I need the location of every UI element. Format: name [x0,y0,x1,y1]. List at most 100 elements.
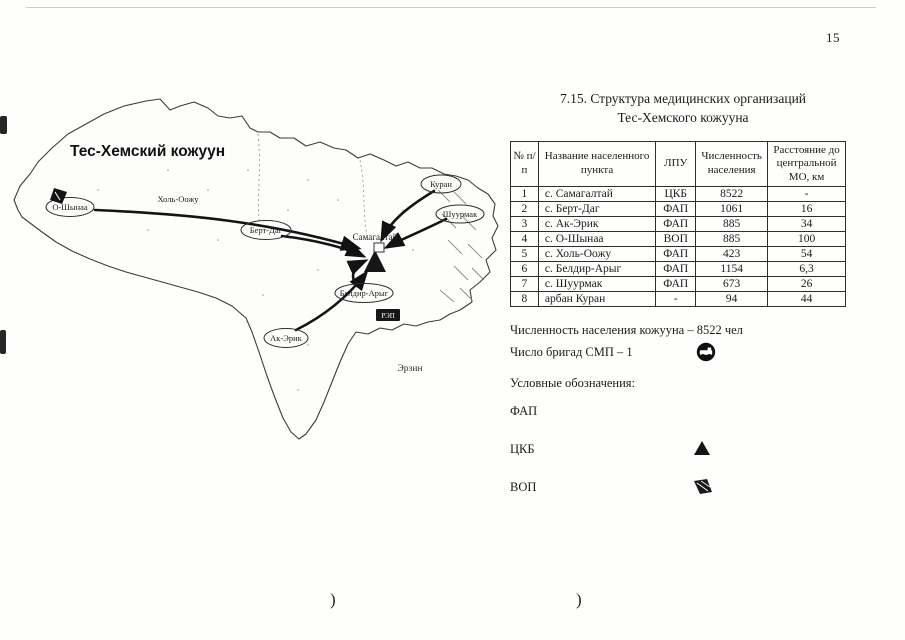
brigades-note-text: Число бригад СМП – 1 [510,345,633,359]
terrain-specks [97,149,414,391]
legend-label-ckb: ЦКБ [510,442,535,456]
district-map: Тес-Хемский кожуун [8,90,508,450]
arrow-bert-dag [280,234,367,258]
medical-organizations-table: № п/п Название населенного пункта ЛПУ Чи… [510,140,846,307]
smp-ambulance-icon [696,342,716,366]
col-header-num: № п/п [510,140,539,188]
table-cell: арбан Куран [537,291,657,307]
table-cell: 885 [695,216,769,232]
col-header-dist: Расстояние до центральной МО, км [767,140,846,188]
section-title-line1: 7.15. Структура медицинских организаций [559,91,807,106]
settlement-label: Холь-Оожу [158,194,200,204]
arrow-o-shynaa [93,208,362,251]
table-cell: с. Ак-Эрик [537,216,657,232]
section-title: 7.15. Структура медицинских организаций … [510,90,856,128]
table-row: 3 с. Ак-Эрик ФАП 885 34 [510,216,846,232]
arrow-shuurmak [383,217,448,249]
legend-label-fap: ФАП [510,404,538,418]
table-cell: 34 [767,216,846,232]
table-cell: 6,3 [767,261,846,277]
table-cell: 3 [510,216,539,232]
map-title: Тес-Хемский кожуун [70,143,225,160]
table-cell: с. О-Шынаа [537,231,657,247]
station-label: РЭП [381,312,395,320]
table-cell: 1154 [695,261,769,277]
settlement-label: Белдир-Арыг [340,288,389,298]
col-header-lpu: ЛПУ [655,140,697,188]
table-cell: с. Белдир-Арыг [537,261,657,277]
scan-artifact [0,330,6,354]
table-cell: - [655,291,697,307]
legend-label-vop: ВОП [510,480,537,494]
settlement-label: Куран [430,179,452,189]
table-row: 8 арбан Куран -94 44 [510,291,846,307]
table-cell: 26 [767,276,846,292]
legend-row-fap: ФАП [510,404,856,429]
scan-paren-left: ) [330,590,336,609]
table-cell: 673 [695,276,769,292]
table-cell: 44 [767,291,846,307]
table-cell: ЦКБ [655,186,697,202]
legend-row-vop: ВОП [510,477,856,505]
table-row: 6 с. Белдир-Арыг ФАП 1154 6,3 [510,261,846,277]
travel-arrows [93,189,448,332]
table-row: 2 с. Берт-Даг ФАП 1061 16 [510,201,846,217]
col-header-name: Название населенного пункта [537,140,657,188]
terrain-lines [257,133,369,241]
district-map-svg: Тес-Хемский кожуун [13,98,499,440]
table-cell: ФАП [655,276,697,292]
table-cell: ФАП [655,261,697,277]
table-cell: с. Берт-Даг [537,201,657,217]
scan-paren-right: ) [576,590,582,609]
table-body: 1 с. Самагалтай ЦКБ 8522-2 с. Берт-Даг ФАП 106… [510,186,846,307]
table-cell: ФАП [655,246,697,262]
table-cell: 2 [510,201,539,217]
station-box: РЭП [376,309,400,321]
table-cell: 5 [510,246,539,262]
col-header-pop: Численность населения [695,140,769,188]
vop-flag-icon [50,188,67,204]
table-cell: с. Шуурмак [537,276,657,292]
table-cell: 1 [510,186,539,202]
section-title-line2: Тес-Хемского кожууна [617,109,749,125]
table-cell: 94 [695,291,769,307]
table-row: 4 с. О-Шынаа ВОП 885 100 [510,231,846,247]
page-number: 15 [826,30,840,45]
table-cell: 6 [510,261,539,277]
district-outline [13,98,499,440]
table-cell: ФАП [655,201,697,217]
settlement-labels: О-Шынаа Холь-Оожу Берт-Даг Самагалтай Ку… [52,179,478,374]
table-cell: ФАП [655,216,697,232]
table-cell: 8522 [695,186,769,202]
table-row: 5 с. Холь-Оожу ФАП 423 54 [510,246,846,262]
settlement-circles [45,174,485,348]
table-cell: с. Самагалтай [537,186,657,202]
table-cell: 8 [510,291,539,307]
legend-row-ckb: ЦКБ [510,439,856,467]
settlement-label: Ак-Эрик [270,333,303,343]
table-cell: 423 [695,246,769,262]
table-cell: с. Холь-Оожу [537,246,657,262]
table-cell: 1061 [695,201,769,217]
table-cell: 100 [767,231,846,247]
table-cell: ВОП [655,231,697,247]
settlement-label: Самагалтай [353,232,398,242]
brigades-note: Число бригад СМП – 1 [510,342,856,362]
table-row: 7 с. Шуурмак ФАП 673 26 [510,276,846,292]
settlement-label: Берт-Даг [250,225,283,235]
scan-artifact [0,116,7,134]
table-cell: 7 [510,276,539,292]
ckb-triangle-icon [364,250,386,272]
table-row: 1 с. Самагалтай ЦКБ 8522- [510,186,846,202]
vop-flag-icon [692,477,714,501]
terrain-hatching [437,189,485,303]
table-header: № п/п Название населенного пункта ЛПУ Чи… [510,140,846,188]
content-column: 7.15. Структура медицинских организаций … [510,90,856,505]
neighbor-district-label: Эрзин [397,364,422,374]
table-cell: 885 [695,231,769,247]
ckb-triangle-icon [692,439,712,461]
table-cell: 16 [767,201,846,217]
population-note: Численность населения кожууна – 8522 чел [510,323,743,337]
settlement-label: Шуурмак [443,209,478,219]
